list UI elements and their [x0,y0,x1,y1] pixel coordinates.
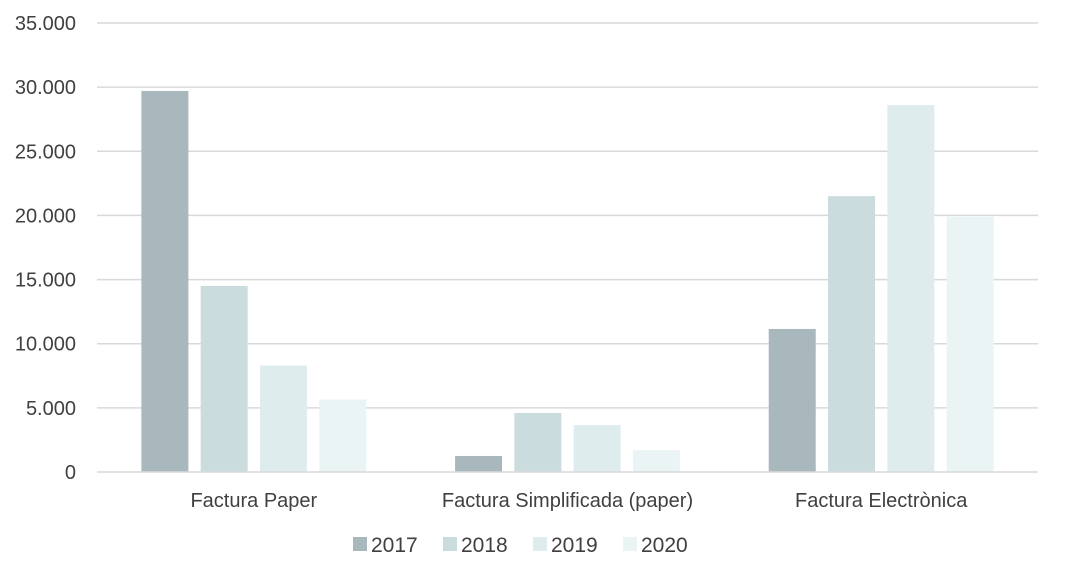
y-tick-label: 0 [65,462,76,484]
legend: 2017 2018 2019 2020 [353,534,688,557]
legend-swatch-2018 [443,537,457,551]
y-tick-label: 30.000 [15,77,76,99]
legend-swatch-2020 [623,537,637,551]
legend-swatch-2019 [533,537,547,551]
bar-2019-2 [887,105,935,473]
bar-2017-2 [768,328,816,472]
legend-label: 2019 [551,534,598,557]
bar-2018-0 [200,285,248,472]
y-tick-label: 10.000 [15,334,76,356]
y-tick-label: 35.000 [15,13,76,35]
axes: 0 5.000 10.000 15.000 20.000 25.000 30.000 35.0… [15,13,1038,512]
bar-2018-2 [828,196,876,472]
y-tick-label: 25.000 [15,141,76,163]
y-tick-label: 15.000 [15,270,76,292]
bars [141,90,994,473]
bar-2020-2 [946,216,994,472]
bar-2017-1 [455,455,503,472]
x-category-label: Factura Paper [190,490,317,512]
gridlines [97,22,1038,409]
x-category-label: Factura Electrònica [795,490,968,512]
bar-2019-0 [259,365,307,472]
bar-2017-0 [141,90,189,473]
legend-label: 2018 [461,534,508,557]
bar-2018-1 [514,412,562,472]
x-category-label: Factura Simplificada (paper) [442,490,693,512]
y-tick-label: 20.000 [15,205,76,227]
legend-label: 2017 [371,534,418,557]
bar-2020-0 [319,399,367,472]
bar-2019-1 [573,425,621,472]
y-tick-label: 5.000 [26,398,76,420]
legend-swatch-2017 [353,537,367,551]
bar-2020-1 [632,450,680,472]
legend-label: 2020 [641,534,688,557]
